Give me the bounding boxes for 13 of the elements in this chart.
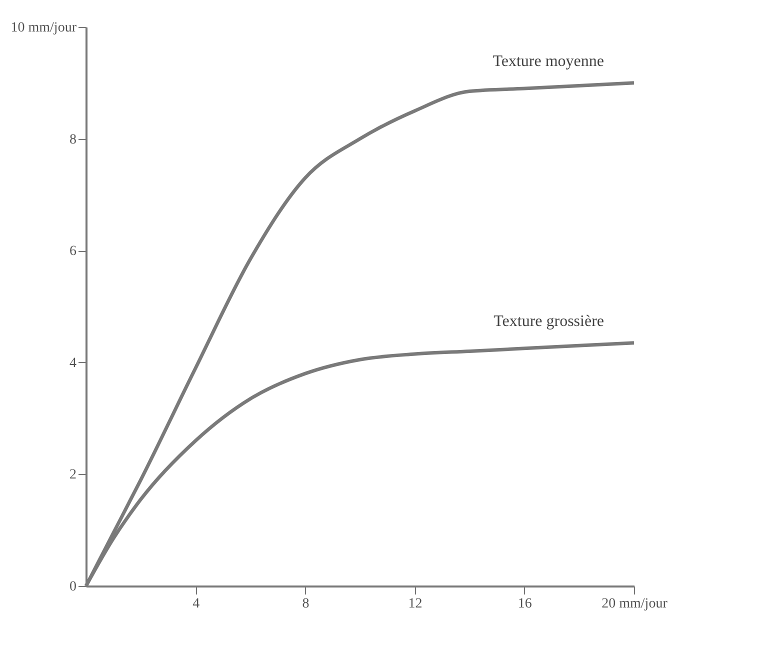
series-label: Texture moyenne	[492, 52, 604, 70]
x-tick-label: 16	[518, 596, 532, 612]
x-tick-label: 4	[192, 596, 200, 612]
x-tick-label: 12	[408, 596, 422, 612]
y-tick-label: 2	[70, 468, 76, 483]
y-tick-label: 8	[70, 132, 76, 148]
y-tick-label: 10 mm/jour	[10, 20, 77, 36]
y-tick-label: 0	[70, 580, 76, 594]
x-tick-label: 8	[302, 596, 310, 612]
y-tick-label: 6	[70, 244, 76, 260]
x-tick-label: 20 mm/jour	[602, 596, 668, 612]
y-tick-label: 4	[70, 356, 76, 371]
series-label: Texture grossière	[494, 312, 604, 330]
